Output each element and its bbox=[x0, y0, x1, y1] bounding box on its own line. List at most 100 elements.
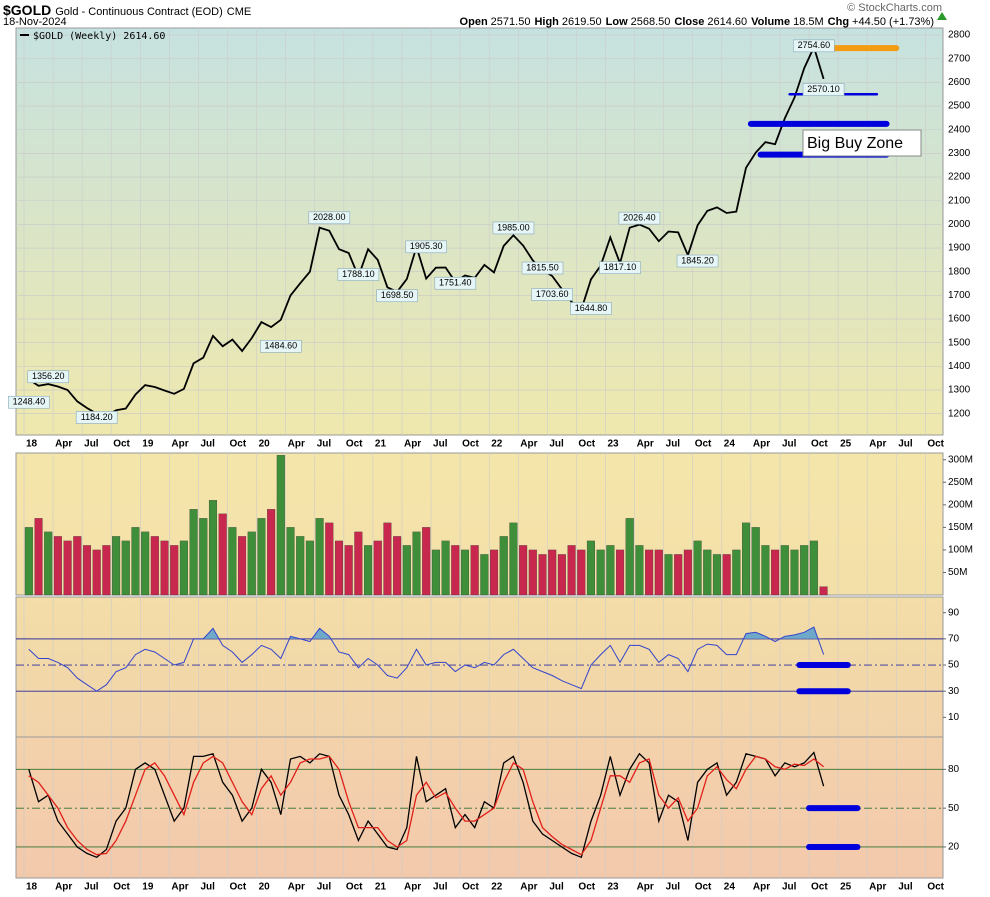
x-tick-label: Jul bbox=[898, 439, 913, 450]
volume-bar bbox=[732, 549, 741, 596]
price-label: 1484.60 bbox=[265, 341, 298, 351]
quote-item: High 2619.50 bbox=[534, 16, 601, 28]
x-tick-label: Oct bbox=[346, 439, 363, 450]
volume-bar bbox=[131, 527, 140, 596]
x-tick-label: 19 bbox=[142, 439, 154, 450]
x-tick-label: 24 bbox=[724, 439, 736, 450]
volume-bar bbox=[315, 518, 324, 596]
quote-label: High bbox=[534, 16, 559, 28]
x-tick-label: Apr bbox=[404, 882, 421, 893]
volume-bar bbox=[431, 549, 440, 596]
volume-bar bbox=[344, 545, 353, 596]
price-label-box bbox=[27, 370, 70, 384]
y-tick-label: 1900 bbox=[948, 243, 971, 254]
volume-bar bbox=[402, 545, 411, 596]
volume-bar bbox=[557, 554, 566, 596]
x-tick-label: 18 bbox=[26, 439, 38, 450]
volume-bar bbox=[73, 536, 82, 596]
price-label: 2028.00 bbox=[313, 212, 346, 222]
legend-label: $GOLD (Weekly) 2614.60 bbox=[33, 31, 165, 42]
quote-item: Open 2571.50 bbox=[460, 16, 531, 28]
price-label: 1985.00 bbox=[497, 222, 530, 232]
x-tick-label: Jul bbox=[433, 882, 448, 893]
y-tick-label: 2100 bbox=[948, 195, 971, 206]
x-tick-label: Apr bbox=[55, 439, 72, 450]
x-tick-label: Apr bbox=[869, 882, 886, 893]
volume-bar bbox=[800, 545, 809, 596]
x-tick-label: 24 bbox=[724, 882, 736, 893]
symbol: $GOLD bbox=[3, 2, 52, 18]
volume-bar bbox=[92, 549, 101, 596]
volume-bar bbox=[218, 513, 227, 596]
x-tick-label: 23 bbox=[608, 882, 620, 893]
price-label: 1644.80 bbox=[575, 303, 608, 313]
x-tick-label: 25 bbox=[840, 882, 852, 893]
price-label: 1845.20 bbox=[681, 255, 714, 265]
quote-value: 18.5M bbox=[793, 16, 824, 28]
quote-value: +44.50 (+1.73%) bbox=[852, 16, 934, 28]
volume-bar bbox=[82, 545, 92, 596]
volume-bar bbox=[596, 549, 605, 596]
quote-value: 2614.60 bbox=[707, 16, 748, 28]
x-tick-label: Apr bbox=[171, 439, 188, 450]
volume-bar bbox=[422, 527, 431, 596]
x-tick-label: Oct bbox=[113, 439, 130, 450]
volume-bar bbox=[189, 509, 198, 596]
y-tick-label: 50M bbox=[948, 567, 967, 578]
x-tick-label: Apr bbox=[288, 882, 305, 893]
quote-item: Chg +44.50 (+1.73%) bbox=[828, 16, 934, 28]
price-label-box bbox=[376, 289, 418, 303]
price-label: 1703.60 bbox=[536, 289, 569, 299]
y-tick-label: 1800 bbox=[948, 266, 971, 277]
volume-bar bbox=[160, 540, 169, 596]
price-label-box bbox=[531, 288, 573, 301]
quote-label: Open bbox=[459, 16, 488, 28]
y-tick-label: 2700 bbox=[948, 53, 971, 64]
x-tick-label: Oct bbox=[927, 439, 944, 450]
volume-bar bbox=[267, 509, 276, 596]
quote-value: 2568.50 bbox=[630, 16, 671, 28]
x-tick-label: 20 bbox=[259, 882, 271, 893]
instrument: Gold - Continuous Contract (EOD) bbox=[55, 6, 223, 18]
y-tick-label: 1400 bbox=[948, 361, 971, 372]
volume-bar bbox=[325, 522, 334, 596]
quote-value: 2619.50 bbox=[561, 16, 602, 28]
price-label-box bbox=[599, 261, 641, 274]
price-label-box bbox=[405, 240, 448, 254]
x-tick-label: Jul bbox=[200, 439, 215, 450]
y-tick-label: 150M bbox=[948, 522, 973, 533]
x-tick-label: 25 bbox=[840, 439, 852, 450]
x-tick-label: 22 bbox=[491, 882, 503, 893]
price-label-box bbox=[793, 39, 835, 53]
volume-bar bbox=[712, 554, 721, 596]
y-tick-label: 1500 bbox=[948, 337, 971, 348]
volume-bar bbox=[616, 549, 625, 596]
volume-bar bbox=[635, 545, 644, 596]
x-tick-label: Oct bbox=[346, 882, 363, 893]
volume-bar bbox=[44, 531, 53, 596]
price-label-box bbox=[260, 340, 302, 353]
volume-bar bbox=[528, 549, 537, 596]
x-tick-label: Oct bbox=[462, 882, 479, 893]
x-tick-label: Apr bbox=[55, 882, 72, 893]
quote-label: Volume bbox=[751, 16, 791, 28]
quote-item: Low 2568.50 bbox=[606, 16, 671, 28]
callout-box bbox=[802, 129, 922, 157]
x-tick-label: Oct bbox=[811, 439, 828, 450]
price-label-box bbox=[570, 302, 612, 315]
y-tick-label: 2500 bbox=[948, 101, 971, 112]
volume-bar bbox=[228, 527, 237, 596]
price-label: 1698.50 bbox=[381, 290, 414, 300]
y-tick-label: 1200 bbox=[948, 408, 971, 419]
volume-bar bbox=[577, 549, 586, 596]
y-tick-label: 2200 bbox=[948, 172, 971, 183]
y-tick-label: 50 bbox=[948, 660, 960, 671]
volume-bar bbox=[674, 554, 683, 596]
quote: Open 2571.50 High 2619.50 Low 2568.50 Close 261… bbox=[460, 16, 934, 28]
y-tick-label: 1300 bbox=[948, 385, 971, 396]
x-tick-label: Apr bbox=[404, 439, 421, 450]
volume-bar bbox=[373, 540, 382, 596]
volume-bar bbox=[364, 545, 373, 596]
